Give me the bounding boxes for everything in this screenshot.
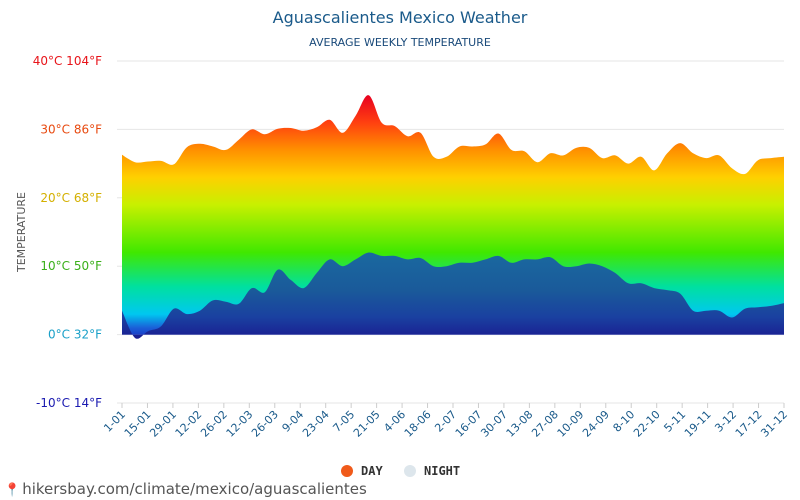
legend-item-night[interactable]: NIGHT: [404, 464, 460, 478]
x-tick-label: 19-11: [682, 408, 714, 440]
x-tick-label: 12-03: [224, 408, 256, 440]
x-tick-label: 23-04: [300, 408, 332, 440]
source-link[interactable]: 📍 hikersbay.com/climate/mexico/aguascalie…: [4, 480, 367, 498]
y-tick-label: 20°C 68°F: [40, 191, 102, 205]
x-tick-label: 22-10: [631, 408, 663, 440]
location-pin-icon: 📍: [4, 483, 21, 498]
x-tick-label: 30-07: [478, 408, 510, 440]
x-tick-label: 15-01: [122, 408, 154, 440]
x-axis-ticks: 1-0115-0129-0112-0226-0212-0326-039-0423…: [101, 403, 790, 440]
chart-subtitle: AVERAGE WEEKLY TEMPERATURE: [309, 36, 491, 49]
x-tick-label: 26-02: [198, 408, 230, 440]
source-text: hikersbay.com/climate/mexico/aguascalien…: [22, 480, 367, 498]
y-tick-label: 0°C 32°F: [48, 328, 102, 342]
legend-item-day[interactable]: DAY: [341, 464, 383, 478]
x-tick-label: 17-12: [733, 408, 765, 440]
legend-label-night: NIGHT: [424, 464, 460, 478]
night-temperature-area: [122, 252, 784, 339]
legend-dot-night: [404, 465, 416, 477]
legend-dot-day: [341, 465, 353, 477]
legend-label-day: DAY: [361, 464, 383, 478]
x-tick-label: 21-05: [351, 408, 383, 440]
x-tick-label: 31-12: [758, 408, 790, 440]
y-axis-ticks: 40°C 104°F 30°C 86°F 20°C 68°F 10°C 50°F 0°C…: [33, 54, 102, 410]
legend: DAY NIGHT: [341, 464, 460, 478]
plot-areas: [122, 95, 784, 339]
x-tick-label: 18-06: [402, 408, 434, 440]
x-tick-label: 16-07: [453, 408, 485, 440]
y-tick-label: 40°C 104°F: [33, 54, 102, 68]
x-tick-label: 26-03: [249, 408, 281, 440]
x-tick-label: 13-08: [504, 408, 536, 440]
y-axis-title: TEMPERATURE: [15, 192, 28, 273]
x-tick-label: 24-09: [580, 408, 612, 440]
y-tick-label: -10°C 14°F: [36, 396, 102, 410]
y-tick-label: 10°C 50°F: [40, 259, 102, 273]
y-tick-label: 30°C 86°F: [40, 122, 102, 136]
x-tick-label: 10-09: [555, 408, 587, 440]
chart-title: Aguascalientes Mexico Weather: [273, 8, 528, 27]
x-tick-label: 29-01: [147, 408, 179, 440]
x-tick-label: 12-02: [173, 408, 205, 440]
day-temperature-area: [122, 95, 784, 335]
x-tick-label: 27-08: [529, 408, 561, 440]
